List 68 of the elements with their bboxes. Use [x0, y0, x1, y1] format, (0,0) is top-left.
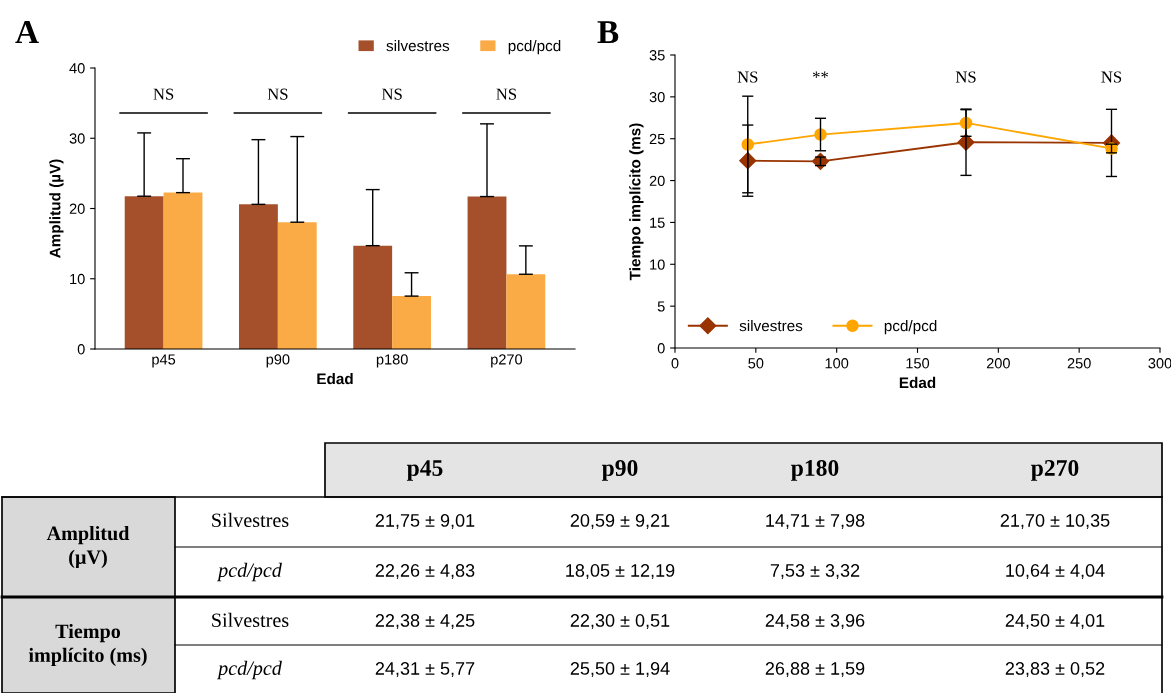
text: 23,83 ± 0,52 — [1005, 662, 1105, 677]
text: p90 — [601, 459, 638, 481]
text: 7,53 ± 3,32 — [770, 564, 860, 579]
legend-label: silvestres — [739, 320, 803, 332]
text: 18,05 ± 12,19 — [566, 564, 675, 579]
x-tick-label: 150 — [906, 358, 930, 369]
x-tick-label: 300 — [1148, 358, 1171, 369]
y-tick-label: 25 — [649, 133, 665, 145]
annotation: ** — [812, 71, 829, 78]
text: 22,26 ± 4,83 — [375, 564, 475, 579]
y-tick-label: 30 — [69, 133, 85, 144]
x-tick-label: p90 — [266, 354, 290, 368]
text: pcd/pcd — [216, 562, 282, 582]
annotation: NS — [381, 88, 402, 100]
y-tick-label: 30 — [649, 91, 665, 103]
text: 21,70 ± 10,35 — [1000, 514, 1110, 529]
text: p45 — [406, 460, 443, 481]
chart-title: A — [15, 21, 39, 44]
x-axis-title: Edad — [899, 376, 936, 389]
y-tick-label: 35 — [649, 50, 665, 61]
text: p270 — [1031, 459, 1079, 481]
text: 22,30 ± 0,51 — [570, 614, 670, 629]
text: 22,38 ± 4,25 — [375, 614, 475, 629]
text: Silvestres — [212, 512, 289, 528]
text: 26,88 ± 1,59 — [765, 662, 865, 677]
x-tick-label: 50 — [748, 358, 764, 369]
y-axis-title: Tiempo implícito (ms) — [629, 123, 644, 281]
text: 24,50 ± 4,01 — [1005, 614, 1105, 629]
x-tick-label: 250 — [1067, 358, 1091, 369]
y-tick-label: 20 — [649, 175, 665, 186]
text: 20,59 ± 9,21 — [570, 514, 670, 529]
legend-label: pcd/pcd — [508, 40, 561, 55]
x-tick-label: p180 — [376, 354, 408, 368]
y-tick-label: 20 — [69, 203, 85, 214]
x-axis-title: Edad — [317, 373, 353, 385]
y-tick-label: 0 — [657, 343, 665, 354]
y-tick-label: 10 — [650, 259, 665, 270]
y-tick-label: 40 — [69, 63, 85, 74]
x-tick-label: 0 — [671, 358, 679, 369]
y-tick-label: 15 — [650, 217, 665, 228]
annotation: NS — [496, 88, 517, 100]
text: 24,31 ± 5,77 — [375, 662, 475, 677]
x-tick-label: p270 — [491, 354, 523, 368]
text: 10,64 ± 4,04 — [1006, 564, 1105, 579]
chart-title: B — [597, 21, 619, 44]
text: Silvestres — [212, 612, 289, 628]
text: pcd/pcd — [216, 660, 282, 680]
y-tick-label: 0 — [77, 344, 85, 355]
annotation: NS — [1101, 71, 1122, 83]
annotation: NS — [737, 71, 758, 83]
x-tick-label: 200 — [986, 358, 1010, 369]
y-tick-label: 10 — [70, 273, 85, 285]
text: 24,58 ± 3,96 — [765, 614, 865, 629]
legend-label: silvestres — [386, 40, 450, 52]
legend-label: pcd/pcd — [884, 320, 937, 335]
y-tick-label: 5 — [657, 301, 665, 312]
annotation: NS — [153, 88, 174, 100]
text: 21,75 ± 9,01 — [375, 514, 475, 529]
text: Amplitud (µV) — [46, 525, 130, 569]
text: 14,71 ± 7,98 — [766, 514, 865, 529]
text: p180 — [791, 459, 839, 481]
text: Tiempo implícito (ms) — [28, 623, 147, 667]
x-tick-label: 100 — [825, 358, 849, 369]
annotation: NS — [955, 71, 976, 83]
text: 25,50 ± 1,94 — [570, 662, 670, 677]
x-tick-label: p45 — [152, 354, 176, 368]
y-axis-title: Amplitud (µV) — [49, 159, 64, 258]
annotation: NS — [267, 88, 288, 100]
